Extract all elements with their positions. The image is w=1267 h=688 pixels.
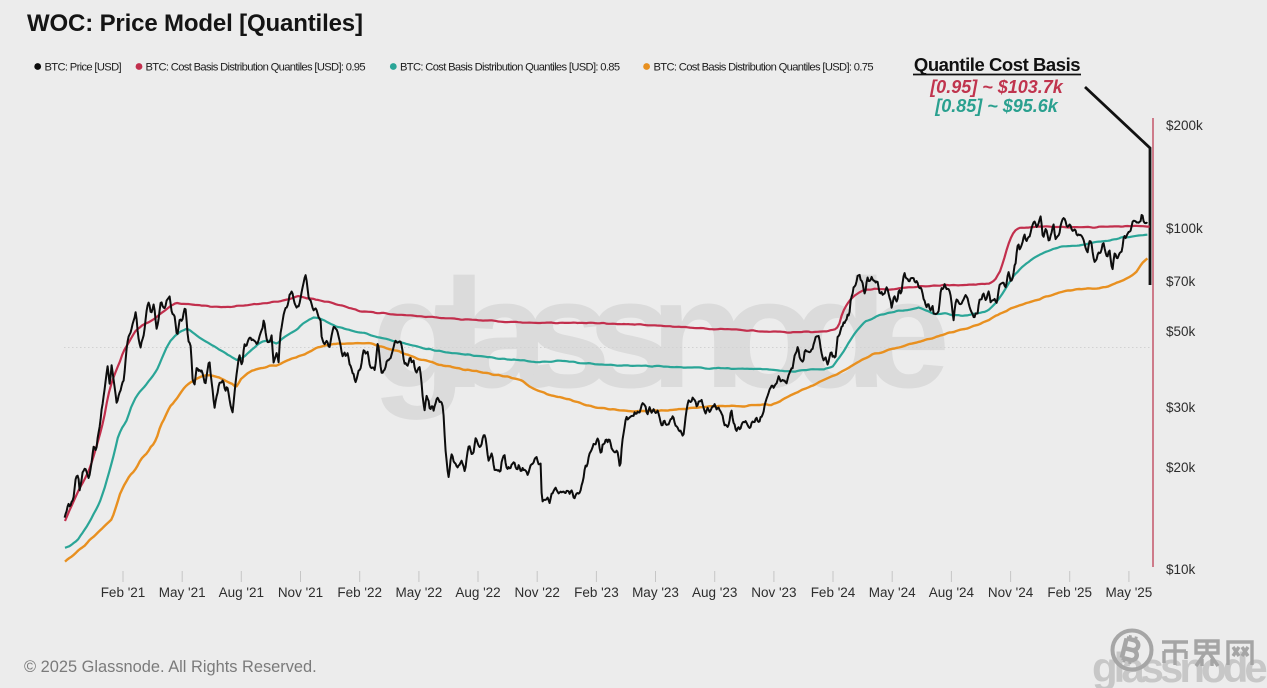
svg-text:$20k: $20k (1166, 460, 1196, 475)
svg-text:Nov '23: Nov '23 (751, 585, 796, 600)
svg-text:© 2025 Glassnode. All Rights R: © 2025 Glassnode. All Rights Reserved. (24, 658, 317, 676)
svg-text:Feb '24: Feb '24 (811, 585, 856, 600)
svg-text:Feb '23: Feb '23 (574, 585, 619, 600)
svg-text:Aug '24: Aug '24 (929, 585, 975, 600)
svg-text:[0.95] ~ $103.7k: [0.95] ~ $103.7k (929, 77, 1064, 97)
svg-text:WOC: Price Model [Quantiles]: WOC: Price Model [Quantiles] (27, 10, 363, 37)
svg-text:May '22: May '22 (395, 585, 442, 600)
svg-text:Quantile Cost Basis: Quantile Cost Basis (914, 54, 1080, 75)
svg-text:BTC: Price [USD]: BTC: Price [USD] (45, 62, 122, 74)
svg-text:$30k: $30k (1166, 400, 1196, 415)
svg-text:Aug '22: Aug '22 (455, 585, 500, 600)
svg-text:Nov '21: Nov '21 (278, 585, 323, 600)
svg-text:Aug '21: Aug '21 (219, 585, 264, 600)
svg-text:$70k: $70k (1166, 274, 1196, 289)
svg-text:$50k: $50k (1166, 324, 1196, 339)
svg-text:May '24: May '24 (869, 585, 916, 600)
svg-text:glassnode: glassnode (371, 247, 944, 420)
svg-text:May '25: May '25 (1105, 585, 1152, 600)
svg-text:Nov '24: Nov '24 (988, 585, 1034, 600)
svg-text:May '21: May '21 (159, 585, 206, 600)
svg-text:BTC: Cost Basis Distribution Q: BTC: Cost Basis Distribution Quantiles [… (400, 62, 620, 74)
svg-text:May '23: May '23 (632, 585, 679, 600)
svg-text:[0.85] ~ $95.6k: [0.85] ~ $95.6k (934, 96, 1059, 116)
svg-text:BTC: Cost Basis Distribution Q: BTC: Cost Basis Distribution Quantiles [… (146, 62, 366, 74)
svg-text:$100k: $100k (1166, 221, 1203, 236)
svg-text:Nov '22: Nov '22 (515, 585, 560, 600)
svg-text:Aug '23: Aug '23 (692, 585, 737, 600)
svg-text:Feb '21: Feb '21 (101, 585, 146, 600)
svg-text:$10k: $10k (1166, 562, 1196, 577)
svg-text:Feb '22: Feb '22 (337, 585, 382, 600)
svg-text:$200k: $200k (1166, 118, 1203, 133)
svg-text:BTC: Cost Basis Distribution Q: BTC: Cost Basis Distribution Quantiles [… (654, 62, 874, 74)
svg-text:Feb '25: Feb '25 (1047, 585, 1092, 600)
